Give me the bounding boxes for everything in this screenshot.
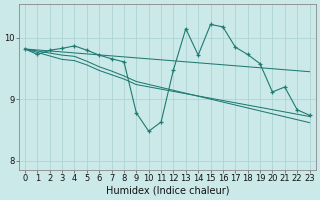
X-axis label: Humidex (Indice chaleur): Humidex (Indice chaleur) bbox=[106, 186, 229, 196]
